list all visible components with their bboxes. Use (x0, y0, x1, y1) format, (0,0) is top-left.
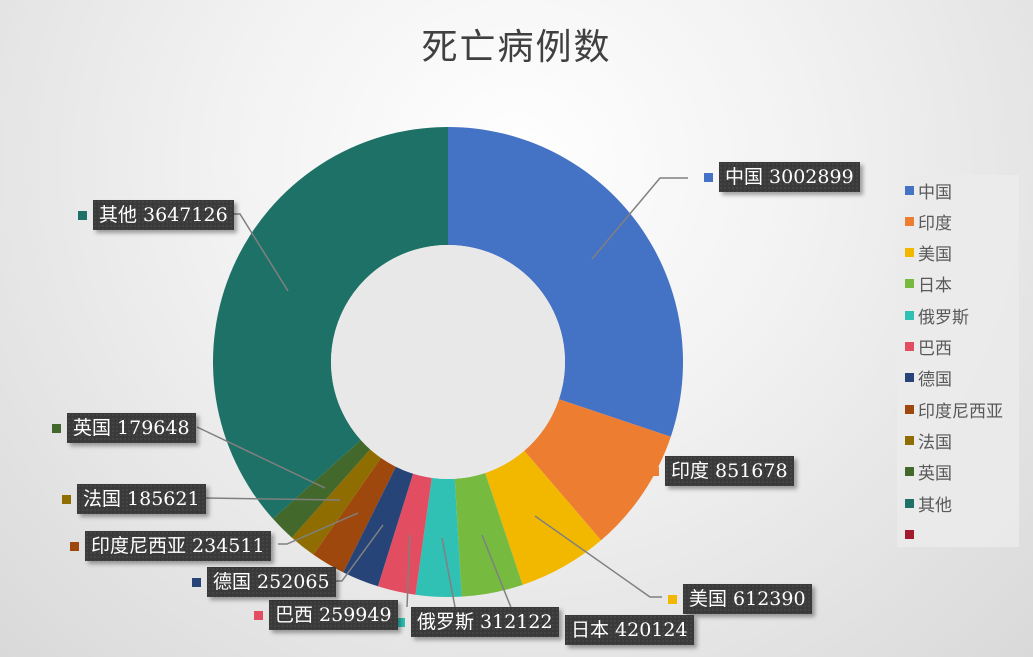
leader-line (441, 537, 456, 608)
slice-1 (524, 399, 671, 541)
donut-hole (331, 245, 565, 479)
label-swatch-icon (668, 594, 677, 604)
label-swatch-icon (704, 172, 713, 182)
data-label: 英国 179648 (52, 413, 196, 443)
legend-swatch-icon (905, 342, 914, 351)
legend-label: 俄罗斯 (918, 307, 969, 328)
leader-line (204, 497, 341, 501)
legend-swatch-icon (905, 404, 914, 414)
leader-line (278, 512, 359, 545)
legend-swatch-icon (905, 498, 914, 508)
legend-label: 德国 (918, 370, 952, 391)
label-text: 印度尼西亚 234511 (85, 531, 271, 561)
legend-item (905, 523, 918, 545)
legend-item: 德国 (905, 367, 952, 391)
label-swatch-icon (650, 466, 659, 476)
label-text: 法国 185621 (77, 484, 206, 514)
legend-label: 印度尼西亚 (918, 401, 1003, 422)
leader-line (534, 515, 662, 598)
legend-label: 美国 (918, 245, 952, 266)
data-label: 巴西 259949 (254, 600, 398, 630)
label-swatch-icon (396, 617, 405, 627)
legend-item: 印度尼西亚 (905, 398, 1003, 422)
slice-4 (415, 477, 462, 597)
legend-swatch-icon (905, 185, 914, 195)
leader-lines (196, 177, 688, 611)
legend-swatch-icon (905, 467, 914, 477)
legend-label: 印度 (918, 213, 952, 234)
legend-label: 其他 (918, 495, 952, 516)
legend-item: 英国 (905, 461, 952, 485)
label-swatch-icon (254, 610, 263, 620)
label-swatch-icon (70, 541, 79, 551)
label-text: 中国 3002899 (719, 162, 860, 192)
legend-label: 日本 (918, 276, 952, 297)
label-swatch-icon (78, 210, 87, 220)
label-swatch-icon (62, 494, 71, 504)
leader-line (591, 177, 688, 260)
legend-swatch-icon (905, 435, 914, 445)
slice-2 (485, 450, 602, 585)
leader-line (406, 534, 411, 608)
legend: 中国印度美国日本俄罗斯巴西德国印度尼西亚法国英国其他 (897, 175, 1019, 547)
legend-swatch-icon (905, 529, 914, 539)
data-label: 中国 3002899 (704, 162, 860, 192)
label-text: 美国 612390 (683, 584, 812, 614)
leader-line (232, 213, 289, 292)
slice-10 (213, 127, 448, 519)
data-label: 印度尼西亚 234511 (70, 531, 271, 561)
label-text: 其他 3647126 (93, 200, 234, 230)
slice-9 (272, 440, 371, 538)
legend-label: 中国 (918, 182, 952, 203)
legend-item: 巴西 (905, 336, 952, 359)
label-text: 日本 420124 (565, 615, 694, 645)
legend-label: 法国 (918, 432, 952, 453)
label-text: 俄罗斯 312122 (411, 607, 559, 637)
legend-swatch-icon (905, 279, 914, 289)
data-label: 日本 420124 (550, 615, 694, 645)
data-label: 其他 3647126 (78, 200, 234, 230)
donut-slices (213, 127, 683, 597)
legend-swatch-icon (905, 216, 914, 226)
legend-item: 法国 (905, 429, 952, 453)
slice-8 (291, 449, 381, 555)
data-label: 德国 252065 (192, 567, 336, 597)
data-label: 法国 185621 (62, 484, 206, 514)
label-text: 英国 179648 (67, 413, 196, 443)
legend-item: 中国 (905, 179, 952, 203)
label-text: 德国 252065 (207, 567, 336, 597)
leader-line (334, 524, 384, 582)
label-swatch-icon (52, 423, 61, 433)
legend-item: 美国 (905, 242, 952, 266)
slice-3 (454, 472, 523, 597)
legend-item: 印度 (905, 210, 952, 234)
legend-swatch-icon (905, 248, 914, 258)
data-label: 俄罗斯 312122 (396, 607, 559, 637)
data-label: 印度 851678 (650, 456, 794, 486)
legend-swatch-icon (905, 373, 914, 383)
legend-label: 英国 (918, 464, 952, 485)
legend-item: 俄罗斯 (905, 304, 969, 328)
data-label: 美国 612390 (668, 584, 812, 614)
legend-label: 巴西 (918, 339, 952, 359)
label-text: 印度 851678 (665, 456, 794, 486)
legend-swatch-icon (905, 310, 914, 320)
legend-item: 日本 (905, 273, 952, 297)
slice-0 (448, 127, 683, 437)
chart-title: 死亡病例数 (421, 27, 612, 68)
leader-line (196, 426, 326, 489)
label-text: 巴西 259949 (269, 600, 398, 630)
leader-line (481, 534, 513, 611)
slice-5 (377, 473, 432, 595)
legend-item: 其他 (905, 492, 952, 516)
label-swatch-icon (192, 577, 201, 587)
